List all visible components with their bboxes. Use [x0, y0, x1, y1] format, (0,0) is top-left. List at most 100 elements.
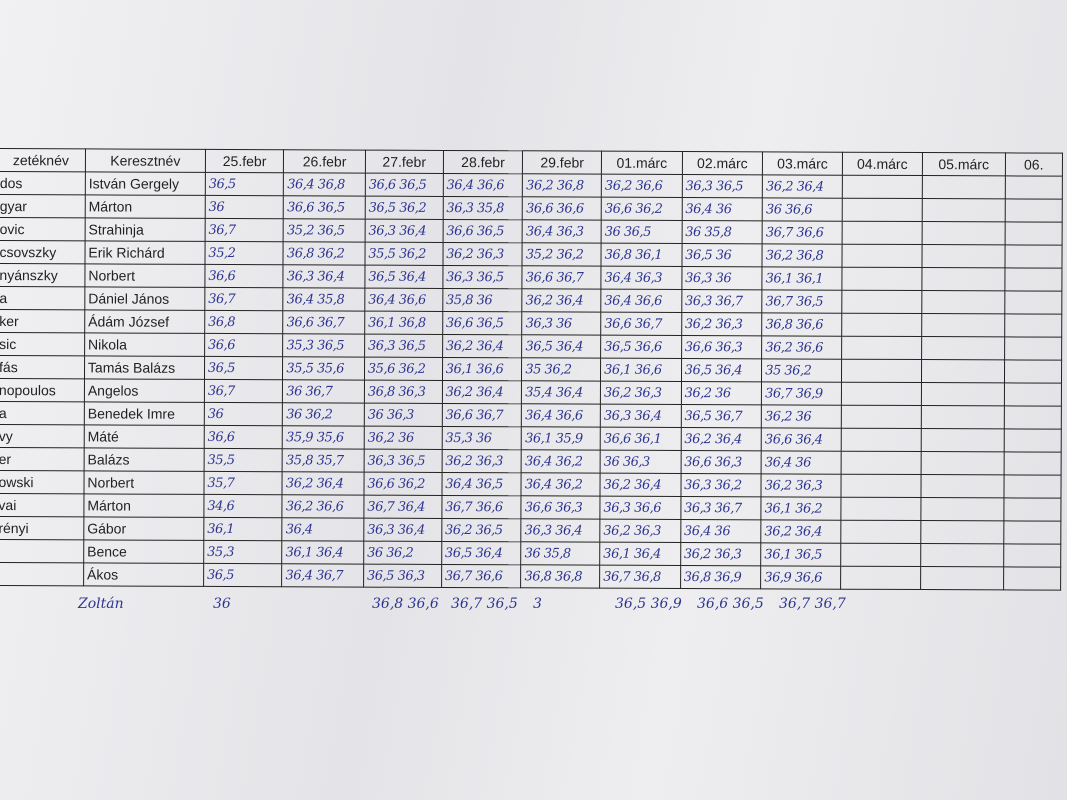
empty-cell — [921, 359, 1005, 383]
temperature: 36,7 — [204, 218, 284, 242]
empty-cell — [921, 382, 1005, 406]
temperature: 36,8 36,8 — [520, 564, 600, 589]
first-name: Gábor — [83, 516, 204, 541]
temperature: 36,2 36 — [681, 381, 762, 405]
temperature: 36,9 36,6 — [760, 565, 841, 590]
temperature: 36,2 36,6 — [761, 335, 842, 360]
last-name: vy — [0, 424, 85, 448]
temperature: 36,2 36 — [364, 426, 442, 450]
last-name: fás — [0, 355, 85, 379]
header-cell: Keresztnév — [85, 148, 206, 173]
header-cell: 02.márc — [682, 151, 763, 175]
temperature: 35,2 36,2 — [522, 242, 602, 267]
header-cell: 26.febr — [283, 149, 366, 174]
header-cell: 06. — [1005, 152, 1063, 177]
temperature: 36 — [204, 402, 283, 426]
temperature: 36,7 36,6 — [441, 564, 522, 588]
temperature: 36,2 36,3 — [680, 542, 762, 566]
empty-cell — [841, 221, 923, 245]
temperature: 36,4 36,8 — [283, 172, 366, 197]
first-name: Nikola — [84, 332, 205, 357]
temperature: 36,2 36,4 — [282, 471, 364, 496]
temperature: 36,2 36,6 — [601, 174, 683, 198]
temperature: 36 36,6 — [762, 197, 843, 222]
temperature: 36,5 36,2 — [365, 196, 443, 220]
temperature: 36,4 — [282, 517, 364, 542]
temperature: 36,7 36,7 — [779, 596, 846, 612]
temperature: 36,6 36,7 — [600, 312, 682, 336]
temperature: 36,4 36,3 — [522, 219, 602, 244]
first-name: Strahinja — [85, 217, 206, 242]
temperature: 36,8 — [204, 310, 284, 334]
temperature: 36,6 36,5 — [365, 173, 444, 197]
temperature: 36,1 36,1 — [762, 266, 842, 291]
temperature: 36,1 36,2 — [761, 496, 841, 521]
empty-cell — [840, 474, 921, 498]
empty-cell — [1003, 497, 1061, 522]
last-name: er — [0, 447, 85, 471]
temperature: 35,5 — [203, 448, 283, 472]
temperature: 35,5 36,2 — [364, 242, 443, 266]
empty-cell — [921, 221, 1005, 245]
temperature: 36,4 36 — [761, 450, 842, 475]
temperature: 35,7 — [203, 471, 283, 495]
empty-cell — [841, 336, 922, 360]
temperature: 36,7 — [204, 379, 283, 403]
empty-cell — [1004, 198, 1063, 223]
empty-cell — [1004, 267, 1062, 292]
last-name: vai — [0, 493, 84, 517]
temperature: 36,6 36,7 — [522, 265, 602, 290]
first-name: Márton — [83, 493, 204, 518]
header-cell: zetéknév — [0, 148, 86, 172]
first-name: Benedek Imre — [84, 401, 205, 426]
temperature: 36,7 36,5 — [762, 289, 842, 314]
first-name: Norbert — [84, 263, 205, 288]
empty-cell — [920, 520, 1004, 544]
temperature: 36,6 36,3 — [680, 450, 762, 474]
temperature: 36 35,8 — [681, 220, 763, 244]
first-name: Erik Richárd — [84, 240, 205, 265]
temperature: 36,3 36 — [522, 311, 601, 336]
empty-cell — [1003, 566, 1061, 591]
empty-cell — [841, 244, 922, 268]
temperature: 35,3 36 — [441, 426, 522, 450]
empty-cell — [840, 451, 922, 475]
temperature: 36,4 36,5 — [441, 472, 522, 496]
temperature: 36,3 36,5 — [442, 265, 523, 289]
handwritten-name: Zoltán — [78, 596, 124, 612]
temperature: 36,3 36,5 — [363, 449, 442, 473]
temperature: 36,6 — [204, 333, 284, 357]
temperature: 36,5 — [204, 356, 283, 380]
empty-cell — [842, 198, 923, 222]
temperature: 36 36,7 — [282, 379, 365, 404]
temperature: 36 36,2 — [282, 402, 365, 427]
temperature: 36,3 36,5 — [681, 174, 763, 198]
empty-cell — [921, 290, 1005, 314]
empty-cell — [920, 474, 1004, 498]
header-cell: 03.márc — [762, 151, 843, 176]
last-name: owski — [0, 470, 84, 494]
temperature: 36,3 36,6 — [599, 496, 681, 520]
temperature: 36,8 36,6 — [761, 312, 842, 337]
empty-cell — [1004, 336, 1062, 361]
temperature: 36,5 36,3 — [363, 564, 442, 588]
temperature: 36,2 36,8 — [522, 173, 602, 198]
temperature: 36,3 35,8 — [442, 196, 523, 220]
temperature: 36,5 36,4 — [441, 541, 522, 565]
temperature: 35,8 36 — [442, 288, 523, 312]
temperature: 36,7 36,9 — [761, 381, 842, 406]
header-cell: 29.febr — [522, 150, 602, 175]
empty-cell — [1003, 428, 1062, 453]
temperature: 35 36,2 — [521, 357, 601, 382]
temperature: 36,3 36,4 — [364, 219, 443, 243]
last-name: a — [0, 401, 85, 425]
temperature: 36,6 36,7 — [283, 310, 365, 335]
last-name: ovic — [0, 217, 86, 241]
temperature: 36,5 36 — [681, 243, 763, 267]
temperature: 36,2 36,3 — [441, 449, 522, 473]
first-name: Angelos — [84, 378, 205, 403]
empty-cell — [921, 267, 1005, 291]
temperature: 36 36,5 — [601, 220, 682, 244]
temperature: 36,5 — [203, 563, 283, 587]
table-row: Ákos 36,5 36,4 36,7 36,5 36,3 36,7 36,6 36,8 … — [0, 562, 1061, 591]
